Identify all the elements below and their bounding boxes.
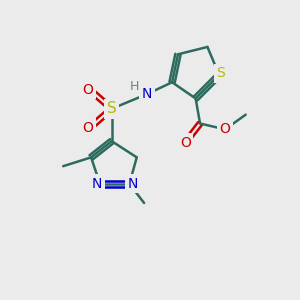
- Text: O: O: [83, 121, 94, 135]
- Text: N: N: [127, 177, 137, 191]
- Text: S: S: [216, 66, 225, 80]
- Text: O: O: [220, 122, 230, 136]
- Text: N: N: [142, 87, 152, 101]
- Text: O: O: [83, 82, 94, 97]
- Text: S: S: [107, 101, 117, 116]
- Text: H: H: [130, 80, 140, 93]
- Text: N: N: [92, 177, 102, 191]
- Text: O: O: [180, 136, 191, 150]
